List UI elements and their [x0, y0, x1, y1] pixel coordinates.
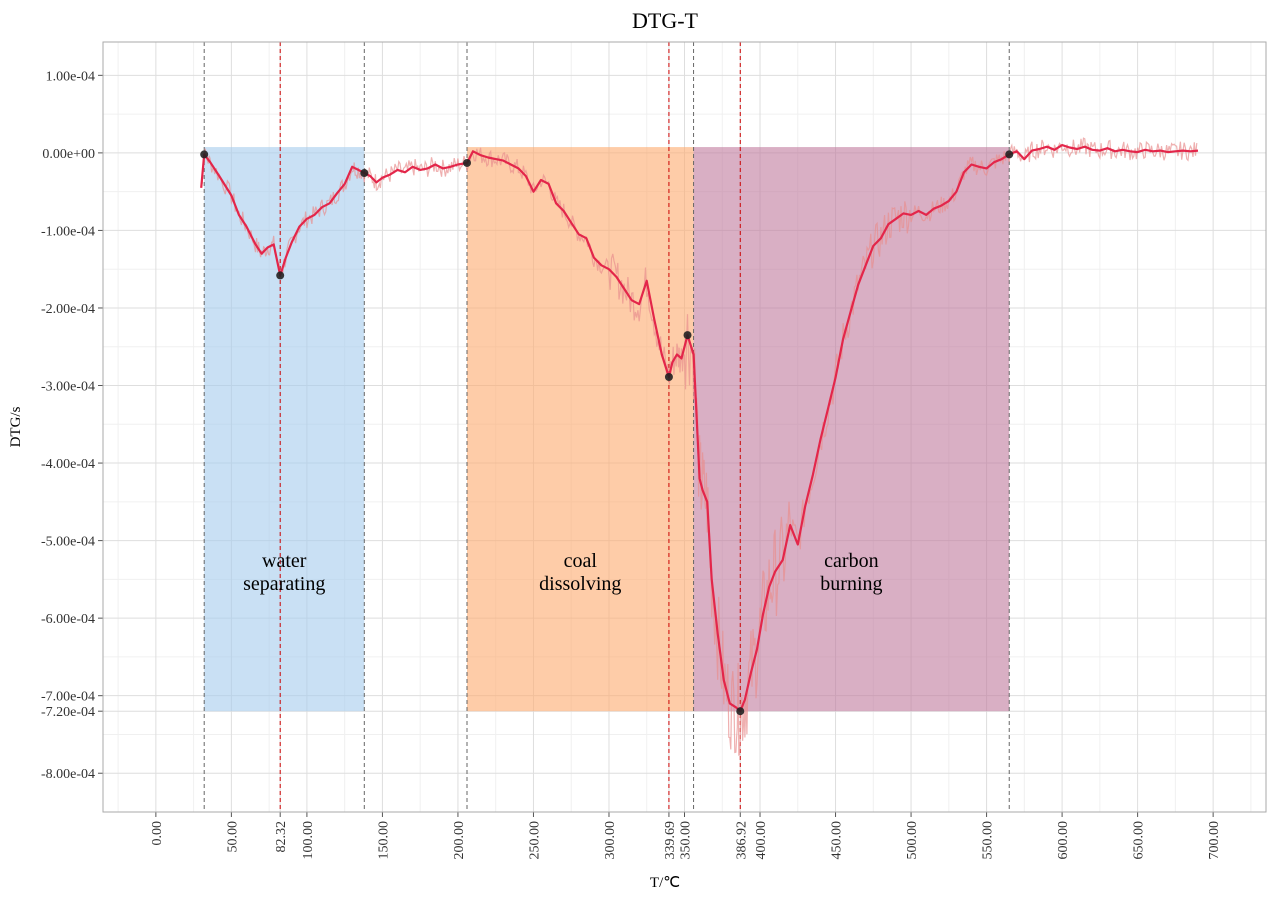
y-tick-label: -3.00e-04: [41, 380, 95, 395]
x-tick-label: 250.00: [527, 821, 542, 860]
x-tick-label: 500.00: [905, 821, 920, 860]
y-tick-label: -4.00e-04: [41, 457, 95, 472]
y-tick-label: 1.00e-04: [46, 69, 95, 84]
x-tick-label: 200.00: [452, 821, 467, 860]
y-tick-label: -7.00e-04: [41, 690, 95, 705]
y-tick-label: -5.00e-04: [41, 535, 95, 550]
marker-point: [664, 372, 673, 381]
region-label: carbon burning: [820, 550, 882, 595]
region-label: water separating: [243, 550, 325, 595]
region-label-line: burning: [820, 573, 882, 595]
x-tick-label: 300.00: [603, 821, 618, 860]
region-bands: [204, 147, 1010, 712]
y-tick-label: -8.00e-04: [41, 767, 95, 782]
marker-point: [276, 271, 285, 280]
y-axis-title: DTG/s: [8, 406, 24, 447]
x-tick-label: 50.00: [225, 821, 240, 853]
marker-point: [463, 158, 472, 167]
marker-point: [200, 150, 209, 159]
x-tick-label: 400.00: [754, 821, 769, 860]
x-tick-label: 386.92: [734, 821, 749, 860]
y-axis: 1.00e-04 0.00e+00 -1.00e-04 -2.00e-04 -3.00e…: [41, 69, 103, 782]
x-axis: 0.00 50.00 82.32 100.00 150.00 200.00 250.00 30…: [150, 812, 1222, 860]
x-tick-label: 0.00: [150, 821, 165, 846]
x-axis-title: T/℃: [650, 875, 680, 891]
region-label-line: water: [262, 550, 307, 572]
x-tick-label: 100.00: [301, 821, 316, 860]
markers: [200, 150, 1014, 716]
region-label-line: carbon: [824, 550, 878, 572]
x-tick-label: 600.00: [1056, 821, 1071, 860]
y-tick-label: 0.00e+00: [42, 147, 95, 162]
marker-point: [360, 169, 369, 178]
x-tick-label: 150.00: [376, 821, 391, 860]
x-tick-label: 339.69: [663, 821, 678, 860]
y-tick-label: -7.20e-04: [41, 705, 95, 720]
x-tick-label: 82.32: [274, 821, 289, 853]
region-band: [467, 147, 694, 712]
region-label: coal dissolving: [539, 550, 621, 595]
marker-point: [736, 707, 745, 716]
region-band: [204, 147, 365, 712]
region-label-line: separating: [243, 573, 325, 595]
region-label-line: coal: [564, 550, 598, 572]
x-tick-label: 550.00: [981, 821, 996, 860]
region-labels: water separating coal dissolving carbon burni…: [243, 550, 882, 595]
region-label-line: dissolving: [539, 573, 621, 595]
x-tick-label: 650.00: [1132, 821, 1147, 860]
y-tick-label: -1.00e-04: [41, 224, 95, 239]
x-tick-label: 350.00: [679, 821, 694, 860]
marker-point: [1005, 150, 1014, 159]
y-tick-label: -6.00e-04: [41, 612, 95, 627]
chart-title: DTG-T: [632, 8, 699, 33]
plot-frame: [102, 41, 1267, 813]
y-tick-label: -2.00e-04: [41, 302, 95, 317]
x-tick-label: 450.00: [830, 821, 845, 860]
region-band: [693, 147, 1010, 712]
x-tick-label: 700.00: [1207, 821, 1222, 860]
marker-point: [683, 331, 692, 340]
